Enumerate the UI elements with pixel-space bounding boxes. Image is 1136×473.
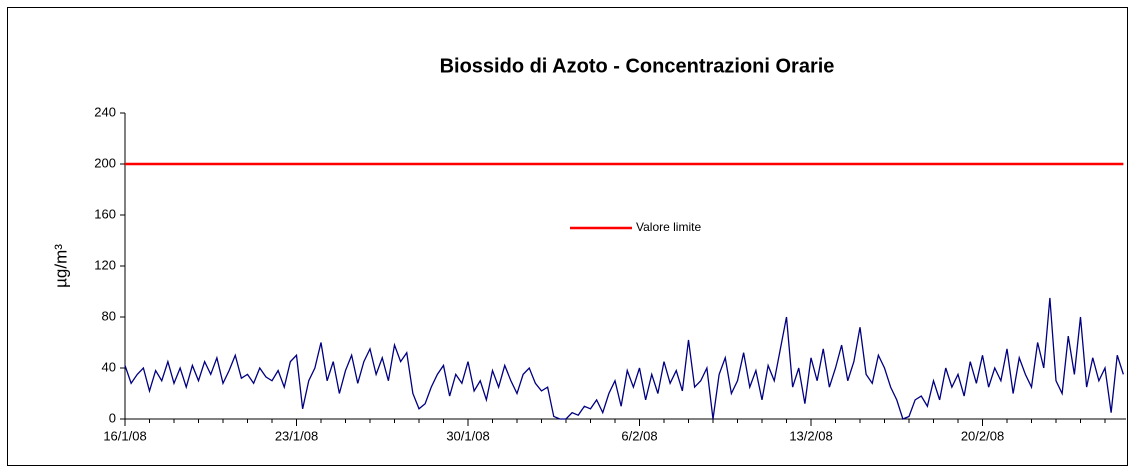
y-tick-label: 40 xyxy=(102,359,116,374)
y-tick-label: 240 xyxy=(94,104,116,119)
y-tick-label: 80 xyxy=(102,308,116,323)
y-tick-label: 200 xyxy=(94,155,116,170)
x-tick-label: 6/2/08 xyxy=(621,428,657,443)
chart-frame xyxy=(7,7,1128,466)
x-tick-label: 16/1/08 xyxy=(103,428,146,443)
y-tick-label: 120 xyxy=(94,257,116,272)
chart-title: Biossido di Azoto - Concentrazioni Orari… xyxy=(440,55,835,77)
x-tick-label: 23/1/08 xyxy=(275,428,318,443)
data-line xyxy=(124,297,1124,420)
legend-label: Valore limite xyxy=(636,220,701,234)
x-tick-label: 30/1/08 xyxy=(446,428,489,443)
y-tick-label: 0 xyxy=(109,410,116,425)
y-tick-label: 160 xyxy=(94,206,116,221)
y-axis-label: µg/m³ xyxy=(51,244,70,288)
x-tick-label: 13/2/08 xyxy=(789,428,832,443)
x-tick-label: 20/2/08 xyxy=(961,428,1004,443)
